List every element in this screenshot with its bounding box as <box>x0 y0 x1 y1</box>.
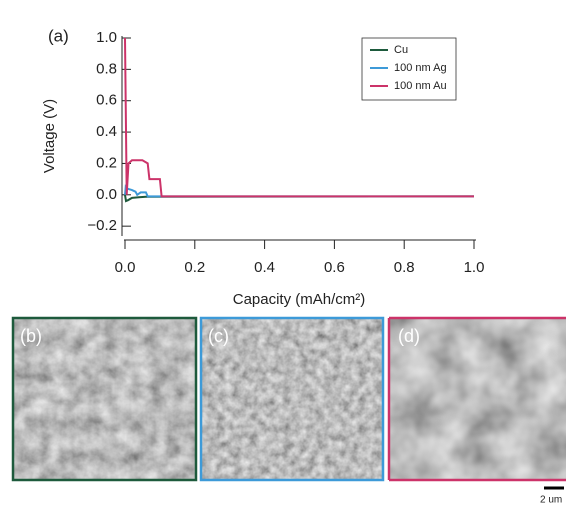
x-tick-label: 0.2 <box>184 259 205 276</box>
x-tick-label: 0.4 <box>254 259 275 276</box>
y-tick-label: −0.2 <box>87 217 117 234</box>
y-tick-label: 1.0 <box>96 29 117 46</box>
x-tick-label: 1.0 <box>464 259 485 276</box>
legend-label: 100 nm Au <box>394 80 447 92</box>
line-series <box>124 194 475 203</box>
sem-panels: (b) (c) (d) 2 um <box>11 316 566 506</box>
x-tick-label: 0.6 <box>324 259 345 276</box>
sem-image <box>389 318 566 480</box>
sem-image <box>13 318 196 480</box>
scale-bar-label: 2 um <box>540 495 562 506</box>
panel-label: (b) <box>20 326 42 346</box>
panel-label: (a) <box>48 26 69 45</box>
legend-entries: Cu 100 nm Ag 100 nm Au <box>370 44 447 92</box>
y-tick-label: 0.4 <box>96 123 117 140</box>
y-tick-label: 0.6 <box>96 92 117 109</box>
x-tick-label: 0.0 <box>115 259 136 276</box>
x-axis-title: Capacity (mAh/cm²) <box>233 291 366 308</box>
line-series <box>124 184 474 198</box>
line-series <box>124 37 474 198</box>
x-tick-label: 0.8 <box>394 259 415 276</box>
y-axis-title: Voltage (V) <box>41 99 58 173</box>
panel-label: (d) <box>398 326 420 346</box>
sem-image <box>201 318 383 480</box>
y-tick-label: 0.2 <box>96 154 117 171</box>
panel-border <box>11 316 198 482</box>
legend-label: 100 nm Ag <box>394 62 447 74</box>
panel-border <box>387 316 566 482</box>
y-tick-label: 0.0 <box>96 186 117 203</box>
y-tick-label: 0.8 <box>96 60 117 77</box>
panel-label: (c) <box>208 326 229 346</box>
legend-label: Cu <box>394 44 408 56</box>
panel-border <box>199 316 385 482</box>
